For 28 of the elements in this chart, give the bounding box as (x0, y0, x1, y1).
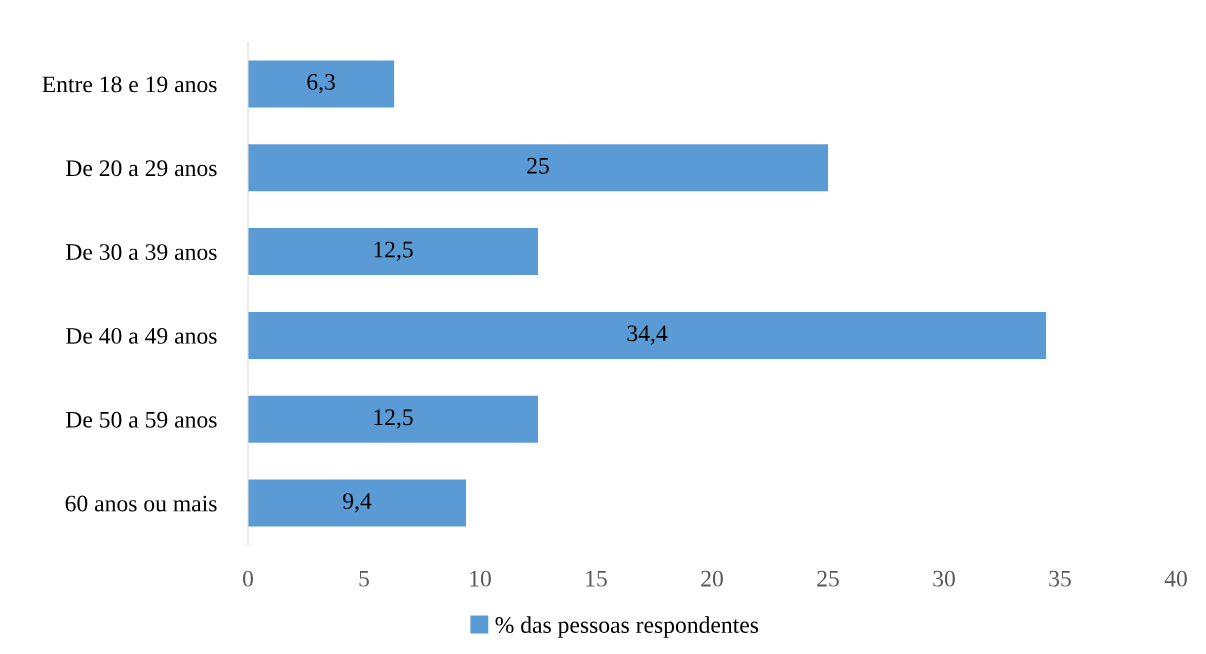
bar (248, 395, 538, 443)
y-tick-label: De 50 a 59 anos (65, 411, 217, 428)
x-tick-label: 35 (1049, 570, 1071, 587)
data-label: 9,4 (343, 493, 372, 513)
y-tick-label: De 30 a 39 anos (65, 244, 217, 261)
x-tick-label: 20 (701, 570, 723, 587)
bar (248, 60, 395, 108)
x-tick-label: 40 (1164, 570, 1187, 587)
data-label: 12,5 (374, 241, 413, 261)
legend-label: % das pessoas respondentes (495, 616, 759, 638)
data-label: 12,5 (374, 409, 413, 429)
y-tick-label: Entre 18 e 19 anos (42, 76, 217, 93)
data-label: 34,4 (627, 325, 668, 345)
x-tick-label: 0 (243, 570, 253, 587)
data-label: 6,3 (307, 73, 335, 94)
data-label: 25 (527, 157, 549, 174)
y-tick-label: De 40 a 49 anos (65, 327, 217, 344)
y-tick-label: De 20 a 29 anos (65, 160, 217, 177)
bar (248, 228, 538, 276)
bar (248, 311, 1047, 359)
x-tick-label: 5 (359, 570, 369, 587)
x-tick-label: 30 (933, 570, 955, 587)
bar (248, 479, 467, 527)
x-tick-label: 10 (470, 570, 491, 587)
bar (248, 144, 828, 192)
y-tick-label: 60 anos ou mais (65, 495, 217, 512)
x-tick-label: 25 (817, 570, 839, 587)
x-tick-label: 15 (586, 570, 607, 587)
